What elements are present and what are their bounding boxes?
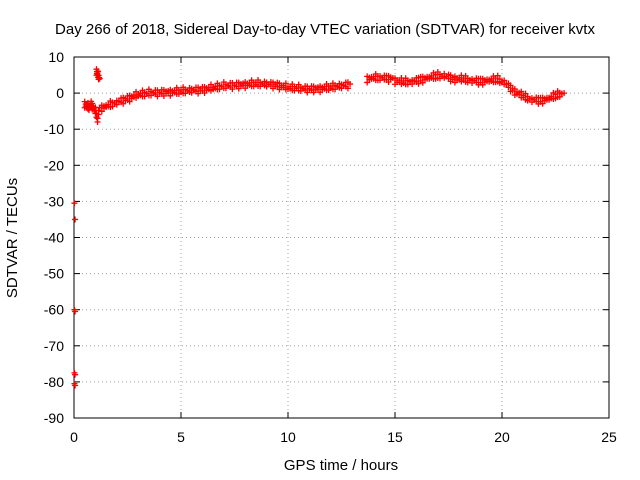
y-tick-label: -70 [44,338,64,354]
x-tick-label: 5 [177,429,185,445]
y-tick-label: -90 [44,410,64,426]
data-point [347,81,354,88]
x-tick-label: 20 [494,429,510,445]
y-tick-label: -20 [44,157,64,173]
data-point [96,75,103,82]
y-tick-label: -50 [44,266,64,282]
axis-ticks: 10 0 -10 -20 -30 -40 -50 -60 -70 -80 -90 0 5 10 15 20 25 [44,49,617,445]
y-tick-label: -30 [44,193,64,209]
grid-lines [74,57,609,418]
y-axis-title: SDTVAR / TECUs [4,178,21,298]
data-points [71,66,568,389]
y-tick-label: -80 [44,374,64,390]
data-point [282,80,289,87]
x-tick-label: 25 [601,429,617,445]
data-point [518,88,525,95]
y-tick-label: -60 [44,302,64,318]
data-point [304,89,311,96]
data-point [494,72,501,79]
outlier-point [72,216,79,223]
outlier-point [71,200,78,207]
data-point [229,86,236,93]
x-tick-label: 15 [387,429,403,445]
y-tick-label: -10 [44,121,64,137]
y-tick-label: -40 [44,230,64,246]
data-point [507,82,514,89]
outlier-point [72,308,79,315]
data-point [120,100,127,107]
x-tick-label: 10 [280,429,296,445]
x-tick-label: 0 [70,429,78,445]
outlier-point [94,118,101,125]
outlier-point [72,382,79,389]
x-axis-title: GPS time / hours [284,457,398,474]
data-point [126,98,133,105]
data-point [154,93,161,100]
y-tick-label: 0 [56,85,64,101]
y-tick-label: 10 [48,49,64,65]
chart-title: Day 266 of 2018, Sidereal Day-to-day VTE… [55,21,595,38]
data-point [561,90,568,97]
data-point [344,85,351,92]
outlier-point [72,371,79,378]
data-point [98,108,105,115]
data-point [89,100,96,107]
data-point [95,111,102,118]
